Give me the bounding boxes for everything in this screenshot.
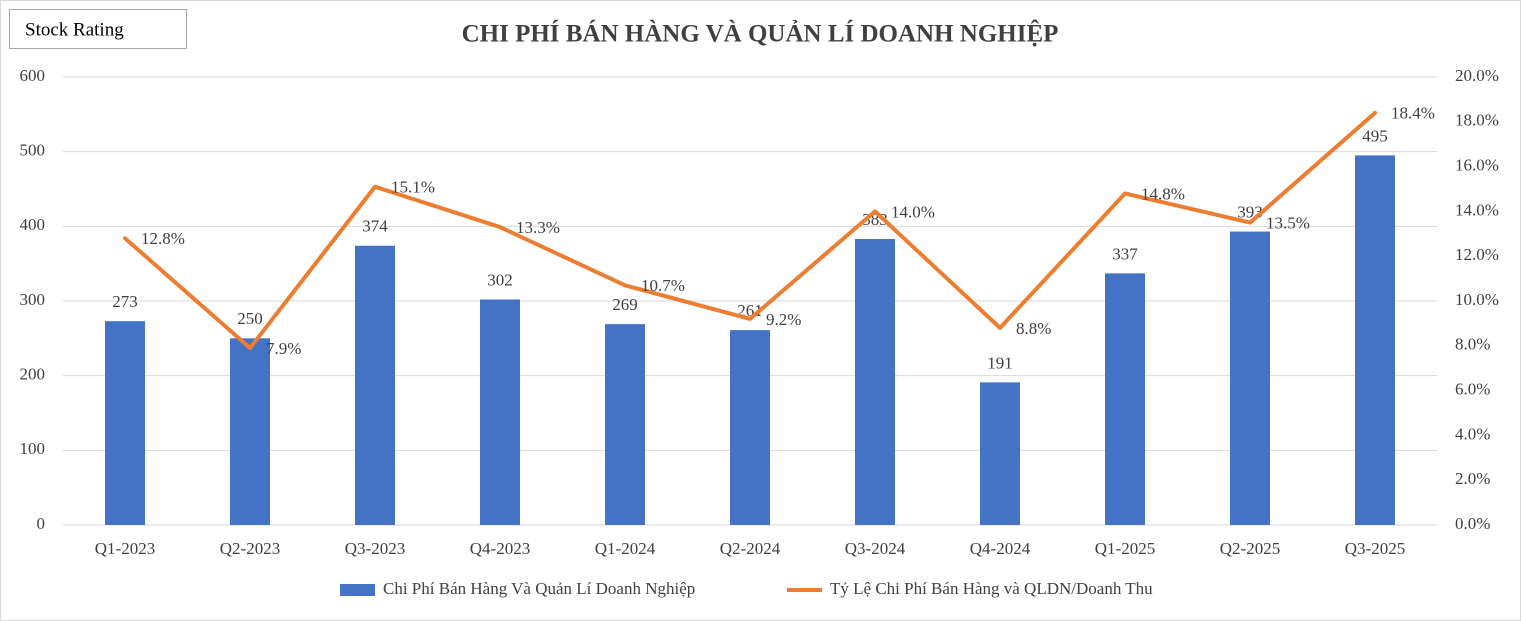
legend-label: Tỷ Lệ Chi Phí Bán Hàng và QLDN/Doanh Thu: [830, 579, 1153, 598]
line-value-label: 8.8%: [1016, 319, 1051, 338]
y-tick-label: 200: [20, 365, 46, 384]
x-tick-label: Q3-2023: [345, 539, 405, 558]
bar: [1230, 231, 1270, 525]
bar-value-label: 191: [987, 353, 1013, 372]
badge-label: Stock Rating: [25, 19, 124, 40]
x-tick-label: Q2-2025: [1220, 539, 1280, 558]
y2-tick-label: 0.0%: [1455, 514, 1490, 533]
y-tick-label: 100: [20, 439, 46, 458]
line-value-label: 7.9%: [266, 339, 301, 358]
bar: [855, 239, 895, 525]
bar: [605, 324, 645, 525]
line-value-label: 10.7%: [641, 276, 685, 295]
bar-value-label: 273: [112, 292, 138, 311]
bar: [230, 338, 270, 525]
bar: [355, 245, 395, 525]
y2-tick-label: 18.0%: [1455, 111, 1499, 130]
x-tick-label: Q1-2023: [95, 539, 155, 558]
line-value-label: 18.4%: [1391, 104, 1435, 123]
x-tick-label: Q2-2023: [220, 539, 280, 558]
bar: [1355, 155, 1395, 525]
x-tick-label: Q4-2023: [470, 539, 530, 558]
bar-value-label: 374: [362, 217, 388, 236]
y2-tick-label: 14.0%: [1455, 200, 1499, 219]
legend-label: Chi Phí Bán Hàng Và Quản Lí Doanh Nghiệp: [383, 579, 695, 598]
y2-tick-label: 4.0%: [1455, 424, 1490, 443]
y2-tick-label: 16.0%: [1455, 156, 1499, 175]
x-tick-label: Q3-2025: [1345, 539, 1405, 558]
bar: [980, 382, 1020, 525]
line-value-label: 9.2%: [766, 310, 801, 329]
y2-tick-label: 20.0%: [1455, 66, 1499, 85]
bar-value-label: 495: [1362, 126, 1388, 145]
y-tick-label: 0: [37, 514, 46, 533]
line-value-label: 13.5%: [1266, 214, 1310, 233]
line-value-label: 15.1%: [391, 178, 435, 197]
bar-value-label: 269: [612, 295, 638, 314]
bar: [105, 321, 145, 525]
x-tick-label: Q1-2025: [1095, 539, 1155, 558]
x-tick-label: Q3-2024: [845, 539, 906, 558]
line-value-label: 14.0%: [891, 202, 935, 221]
y2-tick-label: 8.0%: [1455, 335, 1490, 354]
chart-title: CHI PHÍ BÁN HÀNG VÀ QUẢN LÍ DOANH NGHIỆP: [462, 20, 1059, 48]
line-value-label: 14.8%: [1141, 184, 1185, 203]
bar: [480, 299, 520, 525]
y2-tick-label: 6.0%: [1455, 380, 1490, 399]
y2-tick-label: 2.0%: [1455, 469, 1490, 488]
bar: [1105, 273, 1145, 525]
line-value-label: 13.3%: [516, 218, 560, 237]
badge-box: [9, 9, 187, 49]
y-tick-label: 400: [20, 215, 46, 234]
bar-value-label: 250: [237, 309, 263, 328]
x-tick-label: Q4-2024: [970, 539, 1031, 558]
y2-tick-label: 10.0%: [1455, 290, 1499, 309]
line-value-label: 12.8%: [141, 229, 185, 248]
x-tick-label: Q2-2024: [720, 539, 781, 558]
bar-value-label: 337: [1112, 244, 1138, 263]
x-tick-label: Q1-2024: [595, 539, 656, 558]
bar: [730, 330, 770, 525]
y-tick-label: 600: [20, 66, 46, 85]
y-tick-label: 300: [20, 290, 46, 309]
legend-swatch: [340, 584, 375, 596]
y-tick-label: 500: [20, 141, 46, 160]
bar-value-label: 302: [487, 270, 513, 289]
y2-tick-label: 12.0%: [1455, 245, 1499, 264]
line: [123, 110, 1377, 351]
